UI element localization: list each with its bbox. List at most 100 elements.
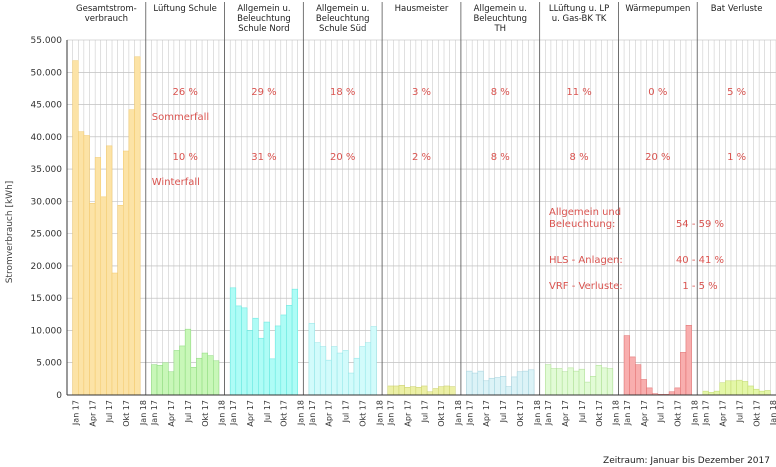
bar bbox=[280, 314, 287, 396]
bar bbox=[432, 388, 439, 396]
bar bbox=[151, 364, 158, 396]
panel-titles: Gesamtstrom-verbrauch Lüftung Schule Allge… bbox=[76, 4, 762, 34]
x-tick-label: Jan 17 bbox=[387, 400, 396, 426]
bar bbox=[550, 368, 557, 396]
y-tick-label: 30.000 bbox=[31, 197, 63, 207]
bar bbox=[483, 380, 490, 396]
bar bbox=[235, 305, 242, 396]
bar bbox=[567, 367, 574, 396]
summary-label: Beleuchtung: bbox=[549, 219, 615, 230]
y-tick-label: 45.000 bbox=[31, 101, 63, 111]
bar bbox=[635, 364, 642, 396]
bar bbox=[629, 356, 636, 396]
x-tick-label: Jan 17 bbox=[308, 400, 317, 426]
bar bbox=[449, 386, 456, 396]
series-group bbox=[387, 385, 456, 396]
x-tick-label: Okt 17 bbox=[595, 400, 604, 427]
panel-title: Schule Süd bbox=[319, 24, 366, 34]
y-tick-label: 20.000 bbox=[31, 262, 63, 272]
bar bbox=[190, 366, 197, 396]
pct-winter-label: 2 % bbox=[412, 152, 431, 163]
footnote: Zeitraum: Januar bis Dezember 2017 bbox=[603, 456, 770, 466]
bar bbox=[213, 360, 220, 396]
bar bbox=[488, 377, 495, 396]
x-tick-label: Apr 17 bbox=[167, 400, 176, 427]
panel-title: LLüftung u. LP bbox=[549, 4, 609, 14]
bar bbox=[319, 346, 327, 396]
bar bbox=[753, 388, 760, 396]
x-tick-label: Jan 17 bbox=[623, 400, 632, 426]
x-tick-label: Apr 17 bbox=[246, 400, 255, 427]
bar bbox=[561, 371, 569, 396]
bar bbox=[725, 380, 732, 396]
pct-summer-label: 26 % bbox=[172, 87, 197, 98]
bar bbox=[573, 370, 580, 396]
pct-winter-label: 20 % bbox=[645, 152, 670, 163]
bar bbox=[229, 287, 237, 396]
series-group bbox=[151, 328, 220, 396]
x-tick-label: Apr 17 bbox=[719, 400, 728, 427]
bar bbox=[263, 321, 270, 396]
bar bbox=[241, 307, 248, 396]
series-group bbox=[72, 56, 141, 396]
bar bbox=[404, 387, 411, 396]
x-tick-label: Apr 17 bbox=[482, 400, 491, 427]
x-tick-label: Jan 17 bbox=[229, 400, 238, 426]
bar bbox=[736, 379, 743, 396]
bar bbox=[528, 369, 535, 396]
frame-layer bbox=[66, 2, 776, 396]
panel-title: u. Gas-BK TK bbox=[552, 14, 607, 24]
series-group bbox=[545, 364, 614, 396]
bar bbox=[106, 145, 113, 396]
x-tick-label: Okt 17 bbox=[516, 400, 525, 427]
bar bbox=[477, 370, 484, 396]
x-tick-label: Jul 17 bbox=[184, 400, 193, 423]
panel-title: Bat Verluste bbox=[711, 4, 763, 14]
x-tick-label: Apr 17 bbox=[325, 400, 334, 427]
bar bbox=[353, 357, 360, 396]
y-tick-label: 25.000 bbox=[31, 230, 63, 240]
bar bbox=[471, 372, 479, 396]
panel-title: Beleuchtung bbox=[237, 14, 291, 24]
x-tick-label: Jan 18 bbox=[533, 400, 542, 426]
bar bbox=[680, 352, 687, 396]
bar bbox=[443, 385, 450, 396]
bar bbox=[184, 328, 192, 396]
pct-summer-label: 5 % bbox=[727, 87, 746, 98]
x-tick-label: Jan 17 bbox=[465, 400, 474, 426]
x-tick-label: Jul 17 bbox=[657, 400, 666, 423]
bar bbox=[590, 376, 597, 396]
bar bbox=[359, 346, 366, 396]
summary-value: 40 - 41 % bbox=[676, 255, 724, 266]
bar bbox=[117, 204, 124, 396]
bar bbox=[173, 350, 180, 396]
bar bbox=[111, 272, 118, 396]
summary-label: Allgemein und bbox=[549, 207, 621, 218]
bar bbox=[393, 385, 400, 396]
bar bbox=[741, 381, 749, 396]
pct-summer-label: 18 % bbox=[330, 87, 355, 98]
x-tick-label: Jan 17 bbox=[71, 400, 80, 426]
x-tick-label: Jul 17 bbox=[105, 400, 114, 423]
bar bbox=[364, 342, 372, 396]
y-tick-label: 5.000 bbox=[36, 359, 62, 369]
x-tick-label: Jul 17 bbox=[735, 400, 744, 423]
panel-title: TH bbox=[493, 24, 506, 34]
bar bbox=[331, 346, 338, 396]
bar bbox=[764, 390, 771, 396]
series-group bbox=[308, 323, 377, 396]
bar bbox=[387, 385, 394, 396]
annotation-layer: 26 % 10 % 29 % 31 % 18 % 20 % 3 % 2 % 8 % 8 % 11 %… bbox=[152, 87, 746, 292]
x-tick-label: Jan 18 bbox=[690, 400, 699, 426]
bar bbox=[758, 390, 765, 396]
x-tick-label: Apr 17 bbox=[403, 400, 412, 427]
bar bbox=[685, 325, 692, 396]
bar bbox=[89, 203, 96, 396]
bar bbox=[719, 382, 726, 396]
pct-winter-label: 20 % bbox=[330, 152, 355, 163]
bar-layer bbox=[72, 56, 771, 396]
bar bbox=[398, 385, 405, 396]
bar bbox=[702, 390, 709, 396]
bar bbox=[269, 358, 276, 396]
